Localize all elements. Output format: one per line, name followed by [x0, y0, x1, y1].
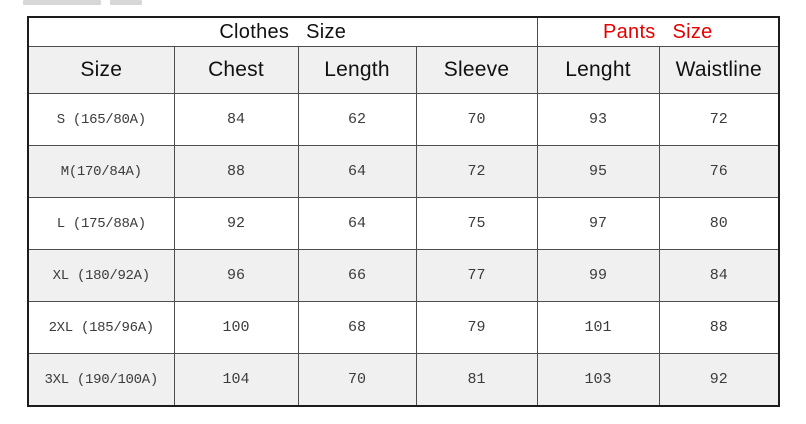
value-cell: 72	[658, 93, 780, 146]
value-cell: 70	[297, 353, 417, 407]
size-label-cell: 3XL (190/100A)	[27, 353, 175, 407]
column-header-row: Size Chest Length Sleeve Lenght Waistlin…	[27, 46, 780, 94]
value-cell: 88	[173, 145, 299, 198]
value-cell: 62	[297, 93, 417, 146]
table-row-xl: XL (180/92A) 96 66 77 99 84	[27, 249, 780, 302]
value-cell: 66	[297, 249, 417, 302]
table-row-m: M(170/84A) 88 64 72 95 76	[27, 145, 780, 198]
value-cell: 92	[658, 353, 780, 407]
size-label-cell: S (165/80A)	[27, 93, 175, 146]
value-cell: 84	[173, 93, 299, 146]
value-cell: 96	[173, 249, 299, 302]
value-cell: 104	[173, 353, 299, 407]
table-row-2xl: 2XL (185/96A) 100 68 79 101 88	[27, 301, 780, 354]
value-cell: 64	[297, 197, 417, 250]
value-cell: 101	[536, 301, 660, 354]
value-cell: 80	[658, 197, 780, 250]
value-cell: 84	[658, 249, 780, 302]
value-cell: 64	[297, 145, 417, 198]
size-label-cell: 2XL (185/96A)	[27, 301, 175, 354]
column-header-pants-length: Lenght	[536, 46, 660, 94]
value-cell: 75	[415, 197, 538, 250]
column-header-chest: Chest	[173, 46, 299, 94]
cropped-text-strip	[23, 0, 101, 5]
table-row-3xl: 3XL (190/100A) 104 70 81 103 92	[27, 353, 780, 407]
table-row-l: L (175/88A) 92 64 75 97 80	[27, 197, 780, 250]
group-header-row: Clothes Size Pants Size	[27, 16, 780, 47]
value-cell: 68	[297, 301, 417, 354]
column-header-sleeve: Sleeve	[415, 46, 538, 94]
size-label-cell: XL (180/92A)	[27, 249, 175, 302]
size-label-cell: M(170/84A)	[27, 145, 175, 198]
table-row-s: S (165/80A) 84 62 70 93 72	[27, 93, 780, 146]
cropped-text-fragment	[23, 0, 142, 5]
value-cell: 77	[415, 249, 538, 302]
column-header-waistline: Waistline	[658, 46, 780, 94]
value-cell: 95	[536, 145, 660, 198]
value-cell: 72	[415, 145, 538, 198]
cropped-text-strip	[110, 0, 142, 5]
value-cell: 81	[415, 353, 538, 407]
value-cell: 70	[415, 93, 538, 146]
column-header-length: Length	[297, 46, 417, 94]
value-cell: 79	[415, 301, 538, 354]
value-cell: 99	[536, 249, 660, 302]
size-label-cell: L (175/88A)	[27, 197, 175, 250]
value-cell: 92	[173, 197, 299, 250]
value-cell: 100	[173, 301, 299, 354]
value-cell: 76	[658, 145, 780, 198]
pants-size-group-header: Pants Size	[536, 16, 780, 47]
value-cell: 97	[536, 197, 660, 250]
size-chart-table: Clothes Size Pants Size Size Chest Lengt…	[27, 16, 781, 407]
column-header-size: Size	[27, 46, 175, 94]
clothes-size-group-header: Clothes Size	[27, 16, 538, 47]
value-cell: 88	[658, 301, 780, 354]
value-cell: 93	[536, 93, 660, 146]
value-cell: 103	[536, 353, 660, 407]
